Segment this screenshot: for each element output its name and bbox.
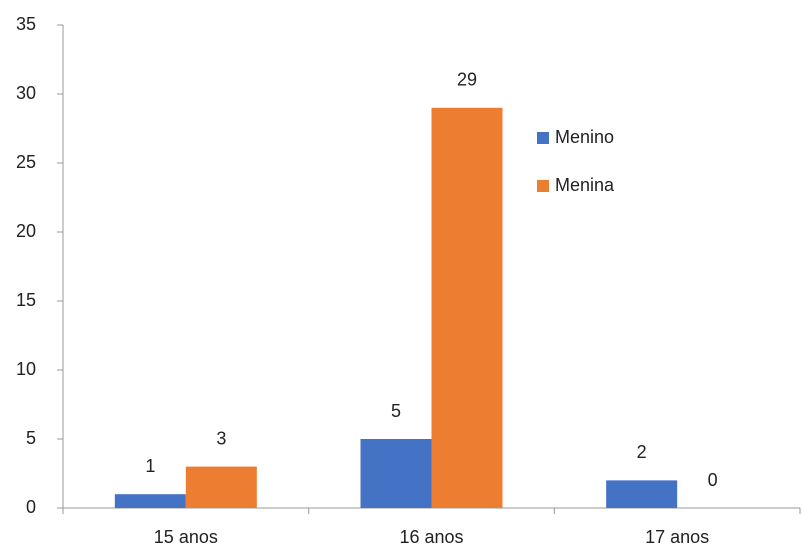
y-tick-label: 5 [26, 428, 36, 448]
x-tick-label: 15 anos [154, 527, 218, 547]
legend-label: Menina [555, 175, 615, 195]
y-tick-label: 10 [16, 359, 36, 379]
bar [431, 107, 503, 509]
x-tick-label: 17 anos [645, 527, 709, 547]
data-label: 0 [708, 470, 718, 490]
y-tick-label: 20 [16, 221, 36, 241]
data-label: 29 [457, 70, 477, 90]
legend-swatch [537, 132, 549, 144]
legend-swatch [537, 180, 549, 192]
x-tick-label: 16 anos [399, 527, 463, 547]
data-label: 3 [216, 428, 226, 448]
y-tick-label: 35 [16, 14, 36, 34]
data-label: 5 [391, 401, 401, 421]
y-tick-label: 15 [16, 290, 36, 310]
bar [360, 439, 432, 508]
bar [185, 466, 257, 508]
data-label: 2 [637, 442, 647, 462]
bar [114, 494, 186, 508]
y-tick-label: 25 [16, 152, 36, 172]
y-tick-label: 0 [26, 497, 36, 517]
bar [606, 480, 678, 508]
y-tick-label: 30 [16, 83, 36, 103]
legend-label: Menino [555, 127, 614, 147]
data-label: 1 [145, 456, 155, 476]
